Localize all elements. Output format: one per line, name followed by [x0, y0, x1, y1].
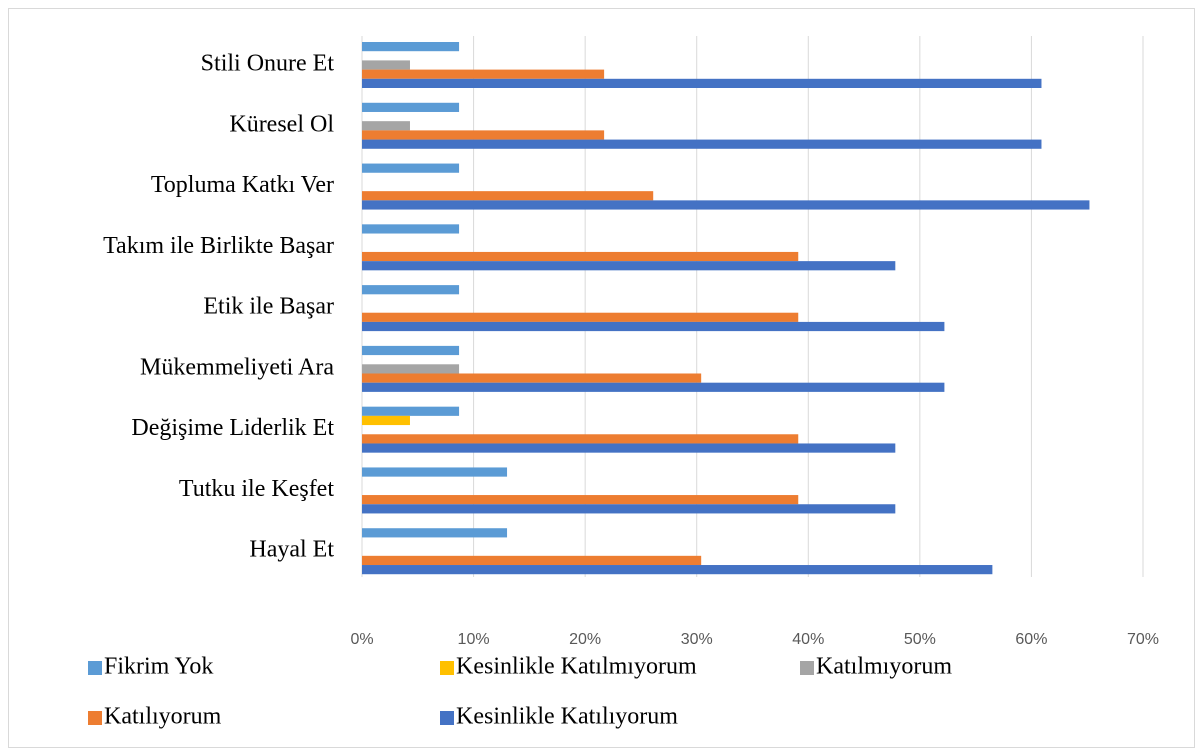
legend-label: Kesinlikle Katılıyorum [456, 704, 678, 730]
bar [362, 139, 1042, 149]
bar [362, 130, 605, 140]
bar [362, 528, 508, 538]
x-tick-label: 50% [904, 631, 936, 648]
y-tick-label: Takım ile Birlikte Başar [103, 233, 334, 259]
bar [362, 251, 799, 262]
y-tick-label: Tutku ile Keşfet [179, 476, 334, 502]
bar [362, 163, 460, 173]
x-tick-label: 0% [350, 631, 373, 648]
y-tick-label: Mükemmeliyeti Ara [140, 354, 334, 380]
x-tick-label: 10% [458, 631, 490, 648]
legend-label: Katılmıyorum [816, 654, 952, 680]
bar [362, 102, 460, 112]
x-tick-label: 60% [1015, 631, 1047, 648]
bar [362, 321, 945, 332]
legend-label: Kesinlikle Katılmıyorum [456, 654, 697, 680]
bar [362, 565, 993, 575]
legend-swatch [440, 661, 454, 675]
bar [362, 121, 410, 131]
bar [362, 415, 410, 426]
y-tick-label: Stili Onure Et [201, 51, 335, 77]
y-tick-label: Etik ile Başar [203, 294, 334, 320]
bar [362, 60, 410, 70]
bar [362, 364, 460, 374]
legend-swatch [88, 711, 102, 725]
bar [362, 42, 460, 52]
legend-label: Fikrim Yok [104, 654, 213, 680]
y-tick-label: Hayal Et [249, 537, 334, 563]
legend-swatch [88, 661, 102, 675]
bar [362, 224, 460, 234]
bar [362, 555, 702, 566]
legend-swatch [440, 711, 454, 725]
y-tick-label: Topluma Katkı Ver [151, 172, 334, 198]
x-tick-label: 70% [1127, 631, 1159, 648]
bar [362, 406, 460, 416]
x-tick-label: 20% [569, 631, 601, 648]
y-tick-label: Küresel Ol [229, 111, 334, 137]
bar [362, 200, 1090, 210]
legend-label: Katılıyorum [104, 704, 222, 730]
legend-swatch [800, 661, 814, 675]
bar [362, 382, 945, 392]
bar [362, 345, 460, 356]
bar [362, 261, 896, 271]
bar [362, 78, 1042, 88]
bar [362, 504, 896, 514]
x-tick-label: 40% [792, 631, 824, 648]
bar [362, 69, 605, 79]
y-tick-label: Değişime Liderlik Et [131, 415, 334, 441]
bar [362, 443, 896, 453]
bar [362, 191, 654, 201]
bar [362, 495, 799, 505]
x-tick-label: 30% [681, 631, 713, 648]
bar [362, 467, 508, 477]
bar [362, 373, 702, 383]
bar [362, 312, 799, 322]
bar [362, 434, 799, 444]
bar [362, 285, 460, 295]
